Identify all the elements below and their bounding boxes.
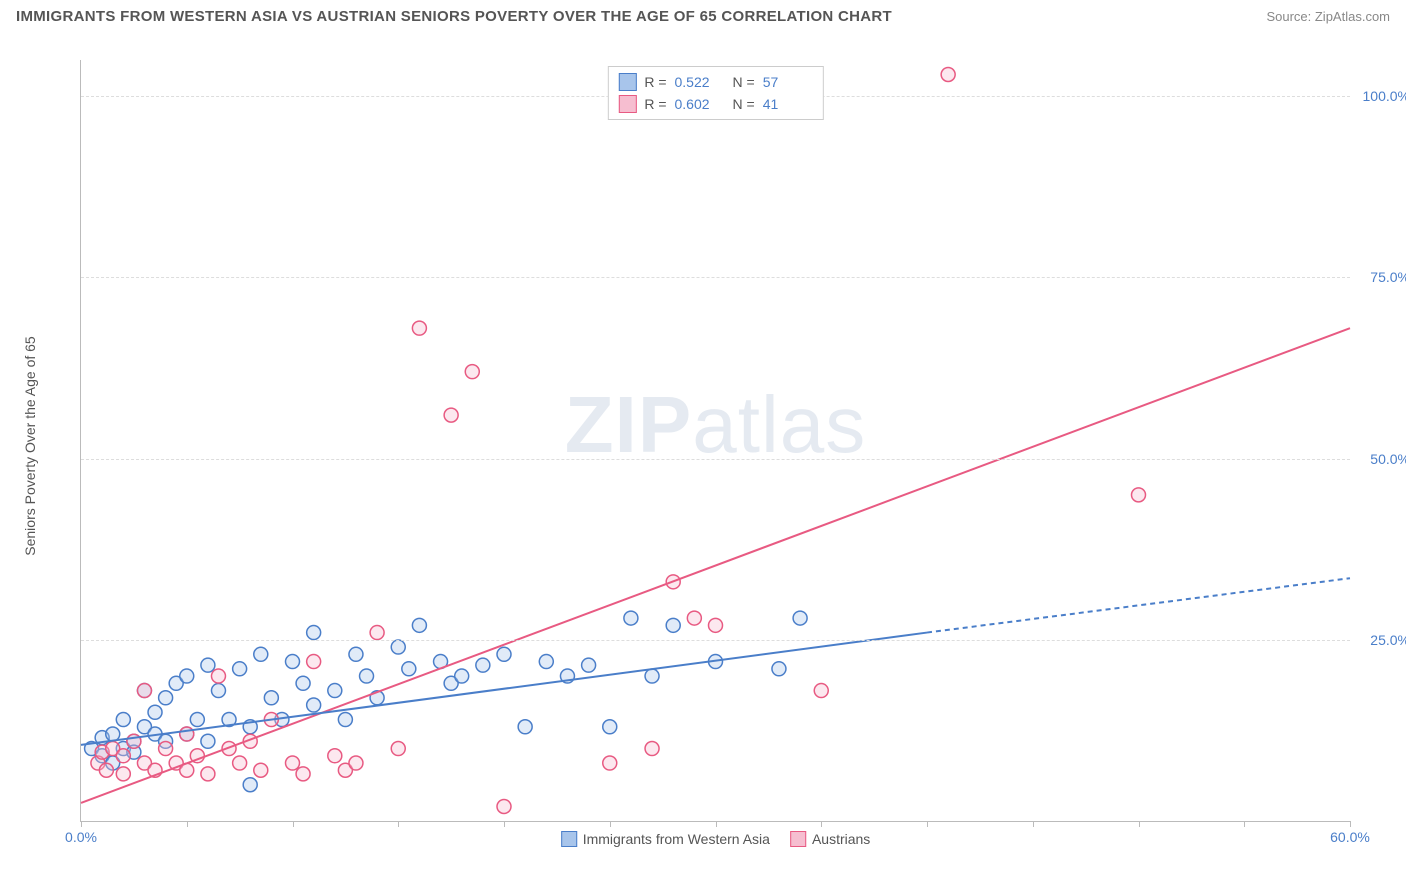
n-value-2: 41 [763, 96, 813, 112]
x-tick [927, 821, 928, 827]
x-tick [1350, 821, 1351, 827]
plot-area: ZIPatlas R = 0.522 N = 57 R = 0.602 N = … [80, 60, 1350, 822]
y-gridline [81, 277, 1350, 278]
x-tick [1244, 821, 1245, 827]
r-value-1: 0.522 [675, 74, 725, 90]
y-axis-label: Seniors Poverty Over the Age of 65 [22, 336, 38, 555]
x-tick [716, 821, 717, 827]
y-tick-label: 75.0% [1370, 269, 1406, 285]
x-legend-item-2: Austrians [790, 831, 870, 847]
n-value-1: 57 [763, 74, 813, 90]
r-label-2: R = [644, 96, 666, 112]
chart-title: IMMIGRANTS FROM WESTERN ASIA VS AUSTRIAN… [16, 8, 892, 25]
x-tick-label: 0.0% [65, 829, 97, 845]
x-tick [1033, 821, 1034, 827]
legend-row-1: R = 0.522 N = 57 [618, 71, 812, 93]
x-tick [504, 821, 505, 827]
swatch-series-1-icon [618, 73, 636, 91]
y-tick-label: 100.0% [1363, 88, 1406, 104]
swatch-series-2b-icon [790, 831, 806, 847]
series-1-name: Immigrants from Western Asia [583, 831, 770, 847]
x-legend: Immigrants from Western Asia Austrians [561, 831, 871, 847]
n-label-2: N = [733, 96, 755, 112]
y-tick-label: 25.0% [1370, 632, 1406, 648]
r-label-1: R = [644, 74, 666, 90]
x-tick [1139, 821, 1140, 827]
x-tick [398, 821, 399, 827]
x-tick [81, 821, 82, 827]
y-gridline [81, 640, 1350, 641]
correlation-legend: R = 0.522 N = 57 R = 0.602 N = 41 [607, 66, 823, 120]
swatch-series-1b-icon [561, 831, 577, 847]
x-tick-label: 60.0% [1330, 829, 1370, 845]
x-tick [187, 821, 188, 827]
n-label-1: N = [733, 74, 755, 90]
source-label: Source: ZipAtlas.com [1266, 9, 1390, 24]
x-legend-item-1: Immigrants from Western Asia [561, 831, 770, 847]
swatch-series-2-icon [618, 95, 636, 113]
series-2-name: Austrians [812, 831, 870, 847]
legend-row-2: R = 0.602 N = 41 [618, 93, 812, 115]
x-tick [293, 821, 294, 827]
chart-container: Seniors Poverty Over the Age of 65 ZIPat… [50, 40, 1390, 852]
r-value-2: 0.602 [675, 96, 725, 112]
x-tick [610, 821, 611, 827]
y-tick-label: 50.0% [1370, 451, 1406, 467]
y-gridline [81, 459, 1350, 460]
chart-svg [81, 60, 1350, 821]
x-tick [821, 821, 822, 827]
